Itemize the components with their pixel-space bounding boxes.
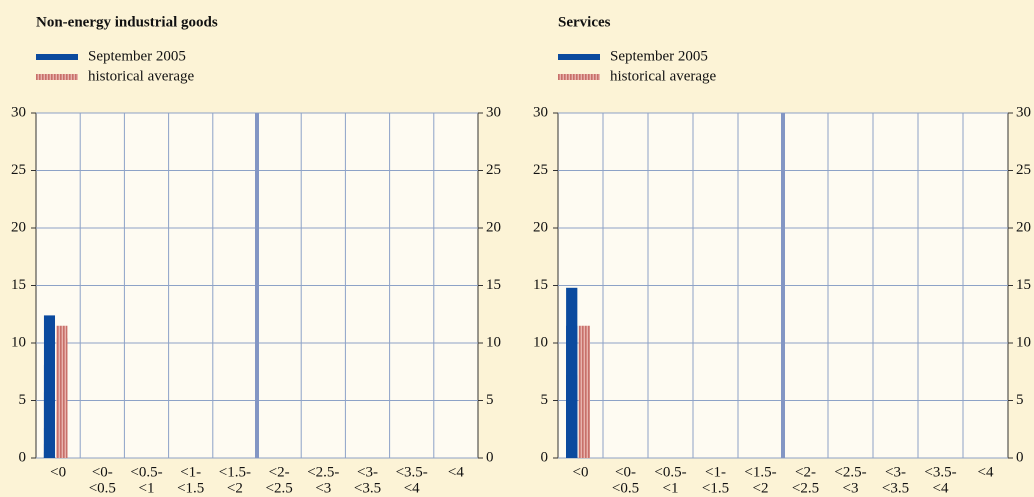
- x-tick-label: <0.5-: [130, 464, 162, 480]
- legend-label: September 2005: [610, 48, 708, 64]
- y2-tick-label: 25: [1016, 162, 1031, 178]
- y-tick-label: 0: [541, 449, 549, 465]
- y2-tick-label: 25: [486, 162, 501, 178]
- y2-tick-label: 20: [486, 219, 501, 235]
- y2-tick-label: 10: [1016, 334, 1031, 350]
- y2-tick-label: 30: [1016, 104, 1031, 120]
- bar: [56, 453, 68, 458]
- x-tick-label: <1: [663, 480, 679, 496]
- y2-tick-label: 5: [1016, 392, 1024, 408]
- bar: [43, 452, 56, 458]
- x-tick-label: <3.5-: [924, 464, 956, 480]
- y2-tick-label: 20: [1016, 219, 1031, 235]
- bar: [578, 369, 590, 458]
- y2-tick-label: 0: [486, 449, 494, 465]
- y-tick-label: 15: [533, 277, 548, 293]
- chart-title: Non-energy industrial goods: [36, 14, 218, 30]
- x-tick-label: <1-: [180, 464, 201, 480]
- y-tick-label: 15: [11, 277, 26, 293]
- y2-tick-label: 15: [486, 277, 501, 293]
- y-tick-label: 0: [19, 449, 27, 465]
- y-tick-label: 20: [533, 219, 548, 235]
- x-tick-label: <0-: [92, 464, 113, 480]
- x-tick-label: <2.5: [265, 480, 292, 496]
- bar: [56, 325, 68, 458]
- y-tick-label: 20: [11, 219, 26, 235]
- x-tick-label: <0: [50, 464, 66, 480]
- legend-swatch: [558, 74, 600, 80]
- x-tick-label: <0.5-: [654, 464, 686, 480]
- x-tick-label: <1-: [705, 464, 726, 480]
- x-tick-label: <3.5: [354, 480, 381, 496]
- x-tick-label: <2: [227, 480, 243, 496]
- bar: [578, 449, 590, 458]
- x-tick-label: <3.5: [882, 480, 909, 496]
- chart-title: Services: [558, 14, 611, 30]
- x-tick-label: <2.5-: [834, 464, 866, 480]
- x-tick-label: <0.5: [89, 480, 116, 496]
- bar: [56, 436, 68, 458]
- x-tick-label: <3: [315, 480, 331, 496]
- x-tick-label: <3.5-: [396, 464, 428, 480]
- x-tick-label: <1: [139, 480, 155, 496]
- x-tick-label: <4: [404, 480, 420, 496]
- y-tick-label: 30: [533, 104, 548, 120]
- bar: [566, 437, 578, 458]
- legend-label: historical average: [610, 68, 717, 84]
- bar: [43, 456, 56, 458]
- y2-tick-label: 30: [486, 104, 501, 120]
- x-tick-label: <1.5: [702, 480, 729, 496]
- x-tick-label: <2: [753, 480, 769, 496]
- legend-swatch: [36, 54, 78, 60]
- y-tick-label: 5: [541, 392, 549, 408]
- x-tick-label: <3-: [885, 464, 906, 480]
- x-tick-label: <2-: [795, 464, 816, 480]
- x-tick-label: <2-: [269, 464, 290, 480]
- x-tick-label: <4: [978, 464, 994, 480]
- y-tick-label: 5: [19, 392, 27, 408]
- x-tick-label: <2.5-: [307, 464, 339, 480]
- legend-swatch: [558, 54, 600, 60]
- x-tick-label: <4: [448, 464, 464, 480]
- x-tick-label: <0: [573, 464, 589, 480]
- y-tick-label: 25: [533, 162, 548, 178]
- y-tick-label: 30: [11, 104, 26, 120]
- x-tick-label: <2.5: [792, 480, 819, 496]
- bar: [43, 392, 56, 458]
- x-tick-label: <3-: [357, 464, 378, 480]
- legend-label: September 2005: [88, 48, 186, 64]
- x-tick-label: <0-: [615, 464, 636, 480]
- y2-tick-label: 5: [486, 392, 494, 408]
- y2-tick-label: 0: [1016, 449, 1024, 465]
- legend-swatch: [36, 74, 78, 80]
- y-tick-label: 25: [11, 162, 26, 178]
- legend-label: historical average: [88, 68, 195, 84]
- x-tick-label: <0.5: [612, 480, 639, 496]
- x-tick-label: <1.5: [177, 480, 204, 496]
- x-tick-label: <1.5-: [744, 464, 776, 480]
- x-tick-label: <3: [843, 480, 859, 496]
- y2-tick-label: 10: [486, 334, 501, 350]
- bar: [43, 444, 56, 458]
- x-tick-label: <4: [933, 480, 949, 496]
- y-tick-label: 10: [533, 334, 548, 350]
- bar: [566, 449, 578, 458]
- bar: [56, 412, 68, 458]
- bar: [566, 375, 578, 458]
- y-tick-label: 10: [11, 334, 26, 350]
- x-tick-label: <1.5-: [219, 464, 251, 480]
- y2-tick-label: 15: [1016, 277, 1031, 293]
